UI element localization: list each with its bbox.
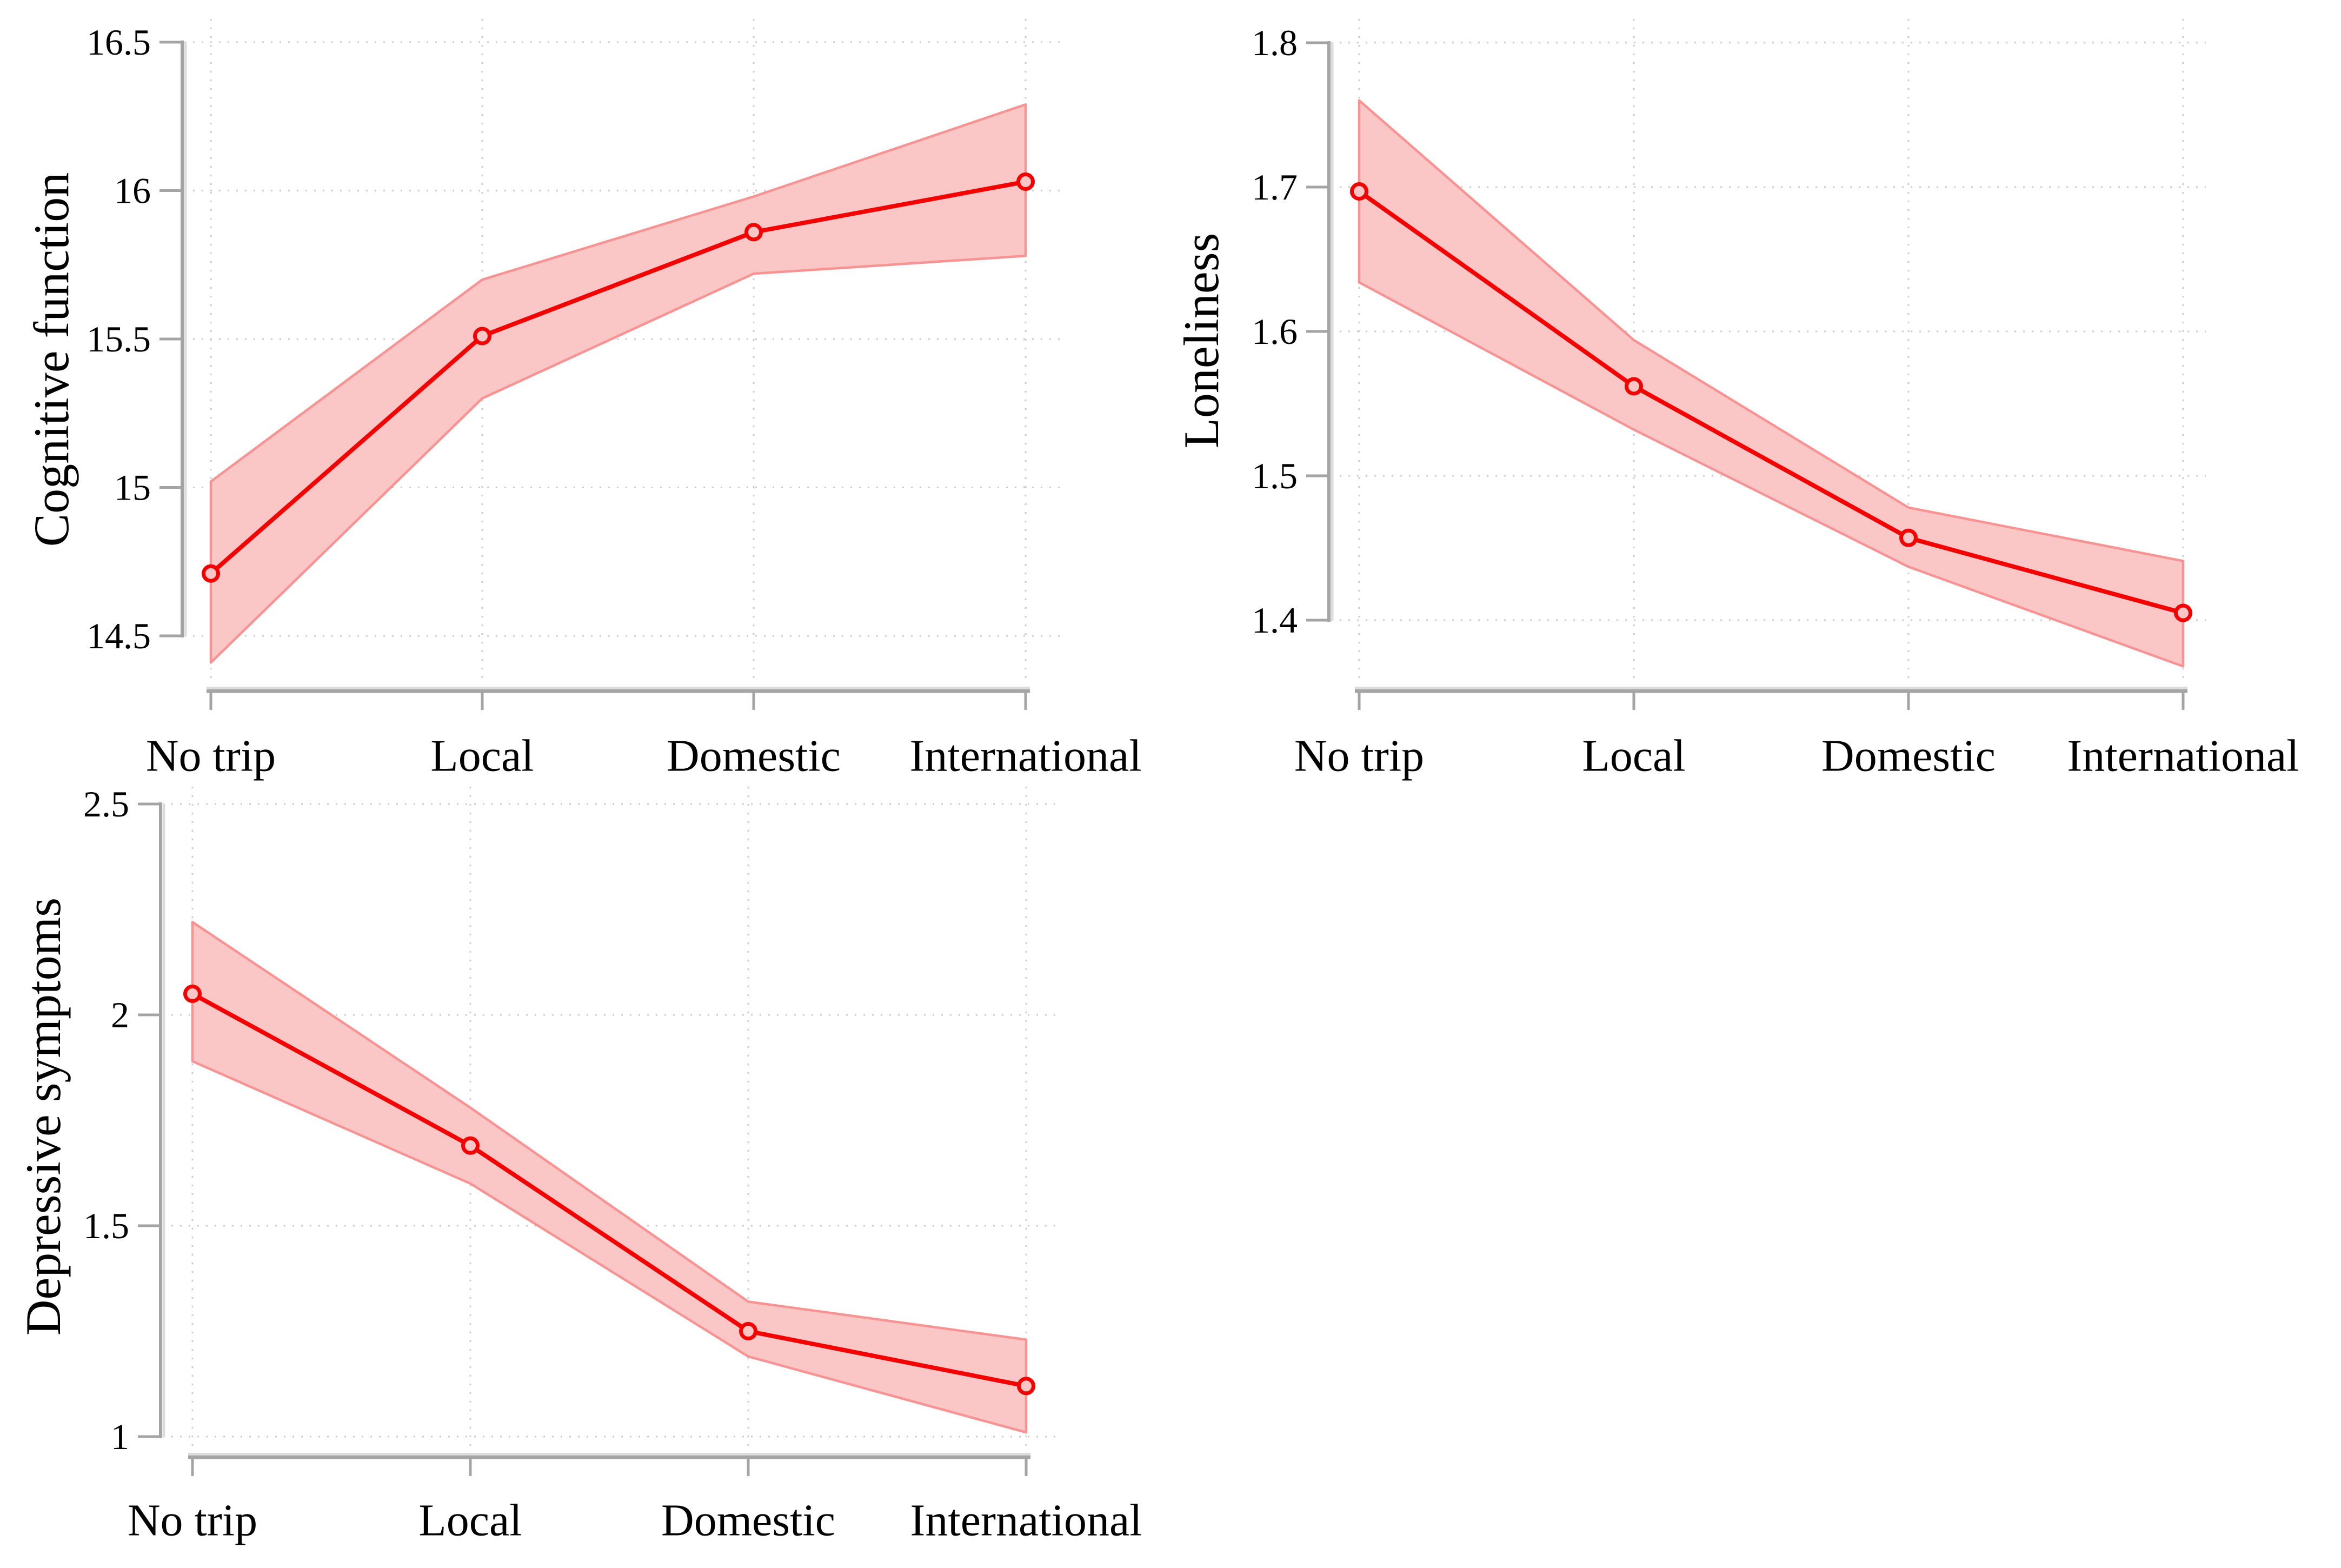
data-point-marker-cognitive-function-1 [473,327,491,346]
confidence-band-loneliness [1358,99,2185,668]
series-line-cognitive-function [209,180,1028,576]
x-category-label-loneliness-2: Domestic [1821,731,1996,781]
y-tick-label-loneliness-1: 1.7 [1252,167,1298,208]
data-point-marker-cognitive-function-0 [202,564,220,583]
x-category-label-loneliness-0: No trip [1294,731,1424,781]
x-category-label-cognitive-function-0: No trip [146,731,276,781]
x-category-label-depressive-symptoms-0: No trip [128,1496,257,1546]
y-tick-label-cognitive-function-1: 16 [114,170,151,211]
y-tick-label-loneliness-3: 1.5 [1252,455,1298,496]
x-category-label-depressive-symptoms-1: Local [418,1496,522,1546]
chart-depressive-symptoms: 2.5 2 1.5 1 No trip Local Domestic Internationa… [16,783,1142,1546]
data-point-marker-depressive-symptoms-3 [1017,1377,1035,1396]
data-point-marker-loneliness-3 [2174,603,2192,622]
confidence-band-cognitive-function [209,103,1027,664]
y-axis-title-loneliness: Loneliness [1174,233,1229,449]
y-tick-label-cognitive-function-4: 14.5 [87,615,151,656]
chart-cognitive-function: 16.5 16 15.5 15 14.5 No trip Local Domestic Inte… [24,19,1142,781]
chart-loneliness: 1.8 1.7 1.6 1.5 1.4 No trip Local Domestic Inter… [1174,19,2299,781]
y-tick-label-depressive-symptoms-2: 1.5 [83,1205,129,1246]
y-tick-label-loneliness-0: 1.8 [1252,22,1298,63]
data-point-marker-loneliness-0 [1350,182,1368,201]
confidence-band-depressive-symptoms [191,921,1028,1434]
x-category-label-loneliness-3: International [2067,731,2299,781]
data-point-marker-loneliness-1 [1625,377,1643,396]
y-axis-title-cognitive-function: Cognitive function [24,172,79,547]
data-point-marker-cognitive-function-2 [744,223,763,242]
x-category-label-loneliness-1: Local [1582,731,1685,781]
x-category-label-depressive-symptoms-2: Domestic [661,1496,835,1546]
y-tick-label-depressive-symptoms-3: 1 [111,1416,129,1457]
x-category-label-cognitive-function-3: International [909,731,1141,781]
x-category-label-cognitive-function-1: Local [430,731,534,781]
x-category-label-cognitive-function-2: Domestic [667,731,841,781]
y-tick-label-depressive-symptoms-1: 2 [111,994,129,1035]
data-point-marker-depressive-symptoms-1 [461,1136,480,1155]
y-tick-label-cognitive-function-3: 15 [114,467,151,508]
data-point-marker-loneliness-2 [1899,528,1918,547]
y-tick-label-cognitive-function-2: 15.5 [87,318,151,360]
y-tick-label-cognitive-function-0: 16.5 [87,22,151,63]
x-category-label-depressive-symptoms-3: International [910,1496,1142,1546]
data-point-marker-cognitive-function-3 [1016,172,1035,191]
data-point-marker-depressive-symptoms-2 [739,1322,757,1340]
series-line-depressive-symptoms [190,992,1028,1388]
data-point-marker-depressive-symptoms-0 [183,985,202,1003]
y-tick-label-depressive-symptoms-0: 2.5 [83,783,129,825]
y-axis-title-depressive-symptoms: Depressive symptoms [16,898,71,1336]
y-tick-label-loneliness-2: 1.6 [1252,311,1298,352]
y-tick-label-loneliness-4: 1.4 [1252,600,1298,641]
series-line-loneliness [1357,189,2185,615]
